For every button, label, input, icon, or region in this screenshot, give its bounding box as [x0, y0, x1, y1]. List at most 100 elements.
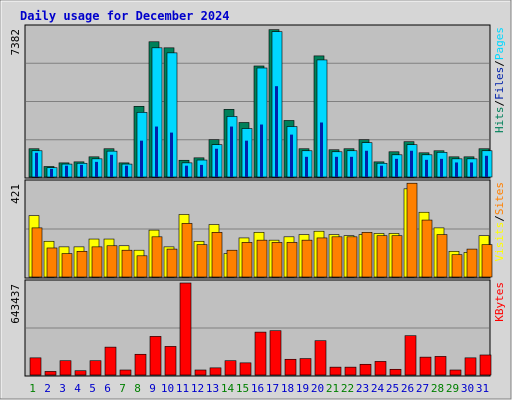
bar-kbytes-day-1 [29, 357, 42, 376]
bar-kbytes-day-5 [89, 360, 102, 376]
bar-sites-day-26 [406, 182, 418, 278]
day-label: 4 [74, 382, 81, 395]
legend-entry: / [493, 215, 506, 222]
bar-sites-day-8 [136, 255, 148, 278]
bar-files-day-11 [185, 165, 188, 177]
bar-files-day-25 [395, 158, 398, 177]
day-label: 14 [221, 382, 235, 395]
bar-kbytes-day-21 [329, 366, 342, 376]
day-label: 10 [161, 382, 174, 395]
bar-kbytes-day-22 [344, 366, 357, 376]
day-label: 16 [251, 382, 264, 395]
day-label: 23 [356, 382, 369, 395]
bar-sites-day-2 [46, 247, 58, 278]
bar-files-day-29 [455, 162, 458, 177]
bar-sites-day-30 [466, 248, 478, 278]
legend-entry: Hits [493, 107, 506, 134]
bar-sites-day-15 [241, 242, 253, 278]
day-label: 2 [44, 382, 51, 395]
bar-sites-day-17 [271, 242, 283, 278]
bar-files-day-12 [200, 164, 203, 177]
bar-sites-day-24 [376, 235, 388, 278]
bar-kbytes-day-11 [179, 282, 192, 376]
day-label: 29 [446, 382, 459, 395]
day-label: 7 [119, 382, 126, 395]
bar-kbytes-day-7 [119, 369, 132, 376]
bar-files-day-23 [365, 150, 368, 177]
bar-kbytes-day-8 [134, 353, 147, 376]
day-label: 19 [296, 382, 309, 395]
bar-sites-day-25 [391, 235, 403, 278]
day-label: 20 [311, 382, 324, 395]
bar-sites-day-21 [331, 236, 343, 278]
bar-files-day-28 [440, 158, 443, 177]
bar-files-day-15 [245, 140, 248, 177]
bar-sites-day-19 [301, 239, 313, 278]
legend-entry: KBytes [493, 282, 506, 322]
day-label: 30 [461, 382, 474, 395]
bar-files-day-26 [410, 150, 413, 177]
day-label: 15 [236, 382, 249, 395]
bar-files-day-13 [215, 148, 218, 177]
bar-kbytes-day-16 [254, 331, 267, 376]
bar-files-day-5 [95, 161, 98, 177]
bar-sites-day-12 [196, 244, 208, 278]
day-label: 26 [401, 382, 414, 395]
bar-kbytes-day-12 [194, 369, 207, 376]
bar-kbytes-day-15 [239, 362, 252, 376]
day-label: 18 [281, 382, 294, 395]
bar-files-day-20 [320, 122, 323, 177]
axis-max-label: 643437 [9, 284, 22, 324]
day-label: 17 [266, 382, 279, 395]
bar-kbytes-day-18 [284, 358, 297, 376]
bar-files-day-14 [230, 126, 233, 177]
bar-files-day-19 [305, 156, 308, 177]
bar-kbytes-day-29 [449, 369, 462, 376]
bar-kbytes-day-4 [74, 370, 87, 376]
bar-kbytes-day-6 [104, 346, 117, 376]
bar-files-day-30 [470, 162, 473, 177]
panel-visits-sites: 421 Visits/Sites [9, 179, 506, 279]
day-label: 31 [476, 382, 489, 395]
day-label: 21 [326, 382, 339, 395]
bar-files-day-2 [50, 168, 53, 177]
bar-sites-day-4 [76, 251, 88, 278]
bar-sites-day-31 [481, 244, 493, 278]
bar-files-day-27 [425, 159, 428, 177]
bar-files-day-18 [290, 134, 293, 177]
bar-kbytes-day-10 [164, 346, 177, 376]
bar-files-day-8 [140, 140, 143, 177]
bar-sites-day-11 [181, 223, 193, 278]
bar-sites-day-6 [106, 245, 118, 278]
bar-files-day-3 [65, 165, 68, 177]
legend-entry: Files [493, 67, 506, 100]
day-label: 12 [191, 382, 204, 395]
bar-sites-day-14 [226, 249, 238, 278]
bar-kbytes-day-3 [59, 360, 72, 376]
bar-sites-day-28 [436, 234, 448, 278]
day-label: 1 [29, 382, 36, 395]
bar-kbytes-day-20 [314, 340, 327, 376]
day-label: 6 [104, 382, 111, 395]
day-label: 22 [341, 382, 354, 395]
bar-kbytes-day-13 [209, 367, 222, 376]
bar-files-day-10 [170, 132, 173, 177]
bar-files-day-7 [125, 165, 128, 177]
legend-entry: Visits [493, 222, 506, 262]
legend-entry: Sites [493, 182, 506, 215]
day-label: 27 [416, 382, 429, 395]
bar-files-day-4 [80, 164, 83, 177]
bar-files-day-6 [110, 154, 113, 177]
day-label: 13 [206, 382, 219, 395]
bar-sites-day-27 [421, 219, 433, 278]
bar-kbytes-day-31 [479, 354, 492, 376]
chart-title: Daily usage for December 2024 [20, 9, 230, 23]
day-label: 9 [149, 382, 156, 395]
bar-files-day-31 [485, 155, 488, 177]
bar-kbytes-day-26 [404, 335, 417, 376]
axis-max-label: 421 [9, 184, 22, 204]
bar-sites-day-3 [61, 253, 73, 278]
bar-sites-day-23 [361, 232, 373, 278]
day-label: 5 [89, 382, 96, 395]
